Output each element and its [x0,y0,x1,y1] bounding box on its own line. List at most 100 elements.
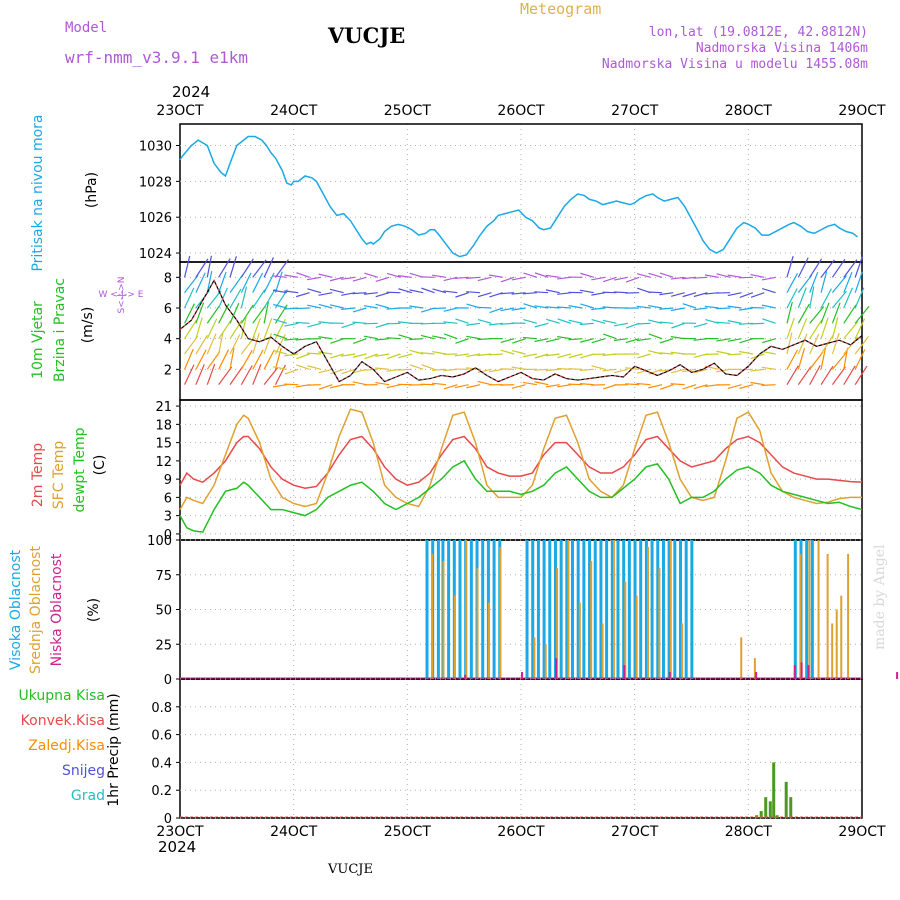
wind-barb [636,273,651,278]
wind-barb [523,272,538,278]
wind-barb [375,367,390,370]
wind-barb [409,349,424,355]
high-cloud-bar [447,540,451,679]
wind-barb [682,292,697,298]
wind-barb [443,321,458,324]
wind-barb [206,290,222,309]
wind-barb [591,338,606,344]
high-cloud-bar [492,540,496,679]
wind-barb [455,338,469,344]
wind-barb [341,276,356,280]
wind-barb [809,306,825,324]
wind-barb [854,336,869,355]
precip-bar [772,762,776,818]
wind-barb [820,317,829,339]
wind-barb [443,307,458,312]
high-cloud-bar [605,540,609,679]
wind-barb [443,290,458,294]
wind-barb [307,322,322,328]
wind-barb [545,353,560,357]
wind-barb [195,334,208,355]
wind-barb [843,259,858,278]
wind-barb [240,304,254,324]
wind-barb [786,288,798,309]
wind-barb [252,364,262,385]
wind-barb [229,366,244,386]
wind-barb [786,317,795,339]
y-tick-label: 0.8 [151,701,172,716]
wind-barb [648,304,663,309]
wind-barb [184,274,199,294]
high-cloud-bar [576,540,580,679]
wind-barb [284,338,299,341]
wind-barb [636,338,651,342]
high-cloud-bar [436,540,440,679]
wind-barb [443,333,458,340]
meteogram-label: Meteogram [520,0,602,18]
wind-barb [229,288,242,309]
high-cloud-bar [622,540,626,679]
wind-barb [352,307,367,313]
wind-barb [786,256,794,278]
wind-barb [363,368,378,371]
wind-barb [682,303,697,309]
wind-barb [511,276,526,281]
wind-barb [568,368,583,370]
wind-barb [568,305,583,309]
wind-barb [329,304,344,309]
precip-legend-item: Ukupna Kisa [18,688,105,704]
y-tick-label: 2 [164,363,172,378]
wind-barb [466,353,481,358]
wind-barb [454,353,469,357]
wind-barb [568,319,583,324]
wind-barb [809,333,820,355]
y-tick-label: 50 [155,604,172,619]
wind-barb [295,292,310,298]
mid-cloud-bar [465,540,468,679]
wind-barb [240,349,253,370]
wind-barb [659,338,674,344]
wind-barb [843,287,853,309]
y-tick-label: 100 [147,534,172,549]
wind-barb [648,319,663,324]
wind-barb [614,276,628,281]
wind-barb [477,368,492,374]
wind-barb [545,274,560,278]
pressure-unit: (hPa) [84,172,100,208]
wind-barb [363,292,378,295]
wind-barb [274,347,282,370]
y-tick-label: 0.2 [151,784,172,799]
wind-barb [820,302,830,324]
wind-barb [500,368,515,370]
wind-barb [263,301,270,324]
cloud-ylabel-mid: Srednja Oblacnost [28,546,44,674]
wind-barb [263,288,276,309]
wind-barb [318,292,333,296]
wind-barb [272,366,287,370]
wind-barb [431,368,447,371]
wind-barb [318,273,333,278]
low-cloud-bar [555,658,558,679]
wind-barb [397,275,412,278]
wind-barb [263,367,279,386]
wind-barb [273,349,287,355]
wind-barb [330,338,344,344]
wind-barb [477,318,492,324]
wind-barb [184,364,195,385]
wind-barb [252,272,264,293]
low-cloud-bar [623,665,626,679]
wind-barb [546,318,560,324]
wind-barb [229,319,243,339]
x-tick-label-top: 23OCT [156,103,204,119]
wind-barb [602,276,617,283]
y-tick-label: 25 [155,638,172,653]
wind-ylabel-1: 10m Vjetar [30,301,46,379]
y-tick-label: 8 [164,271,172,286]
wind-barb [797,318,808,339]
y-tick-label: 6 [164,302,172,317]
wind-barb [831,275,847,294]
wind-barb [272,275,287,278]
wind-barb [831,302,841,324]
mid-cloud-bar [612,540,615,679]
wind-barb [854,365,868,385]
